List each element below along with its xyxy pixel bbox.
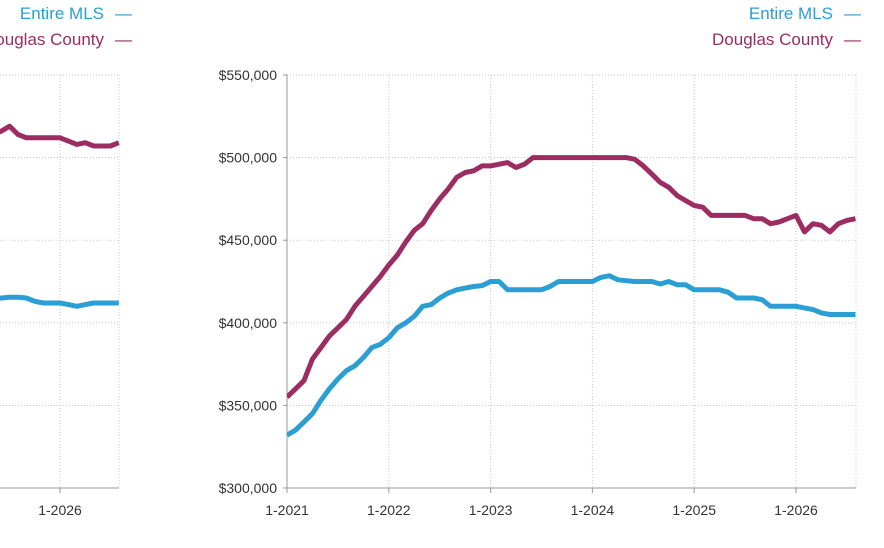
- legend-label: Entire MLS: [20, 4, 104, 23]
- series-line-entire-mls: [0, 294, 119, 309]
- legend-label: Entire MLS: [749, 4, 833, 23]
- legend-label: Douglas County: [0, 30, 104, 49]
- legend-item: Douglas County —: [0, 30, 132, 49]
- legend-item: Entire MLS —: [20, 4, 132, 23]
- x-tick-label: 1-2021: [265, 502, 309, 518]
- x-tick-label: 1-2025: [672, 502, 716, 518]
- series-line-douglas-county: [0, 123, 120, 149]
- y-tick-label: $550,000: [219, 67, 278, 83]
- x-tick-label: 1-2026: [38, 502, 82, 518]
- legend-label: Douglas County: [712, 30, 833, 49]
- y-tick-label: $500,000: [219, 150, 278, 166]
- legend-symbol: —: [844, 4, 861, 23]
- y-tick-label: $350,000: [219, 397, 278, 413]
- y-tick-label: $450,000: [219, 232, 278, 248]
- y-tick-label: $400,000: [219, 315, 278, 331]
- legend-symbol: —: [115, 4, 132, 23]
- legend-item: Douglas County —: [712, 30, 861, 49]
- legend-symbol: —: [844, 30, 861, 49]
- x-tick-label: 1-2023: [469, 502, 513, 518]
- x-tick-label: 1-2026: [774, 502, 818, 518]
- right-chart: 1-2021 1-2022 1-2023 1-2024 1-2025 1-2026 $300…: [219, 67, 857, 518]
- series-line-douglas-county: [287, 155, 856, 399]
- x-tick-label: 1-2022: [367, 502, 411, 518]
- series-line-entire-mls: [287, 273, 856, 438]
- x-tick-label: 1-2024: [571, 502, 615, 518]
- legend-item: Entire MLS —: [749, 4, 861, 23]
- y-tick-label: $300,000: [219, 480, 278, 496]
- left-chart: 1-2026: [0, 74, 120, 518]
- legend-symbol: —: [115, 30, 132, 49]
